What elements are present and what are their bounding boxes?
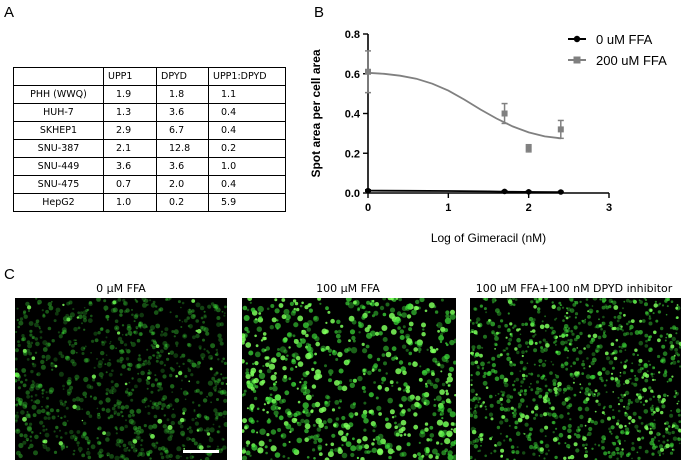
legend-marker (573, 35, 581, 43)
row-label: SKHEP1 (13, 121, 104, 140)
fit-curve (367, 71, 561, 140)
dose-response-chart: 0.0 0.2 0.4 0.6 0.8 0 1 2 3 Log of Gimeracil (nM)… (309, 29, 667, 245)
table-cell: 0.4 (208, 175, 286, 194)
data-point (501, 110, 508, 117)
row-label: HUH-7 (13, 103, 104, 122)
data-point (501, 188, 508, 195)
table-cell: 3.6 (156, 157, 209, 176)
table-cell: 5.9 (208, 193, 286, 212)
x-axis-label: Log of Gimeracil (nM) (431, 231, 546, 245)
panel-label-a: A (4, 4, 15, 21)
data-point (557, 126, 564, 133)
micrograph-100uM (242, 298, 456, 460)
row-label: SNU-475 (13, 175, 104, 194)
table-cell: 1.9 (103, 85, 157, 104)
table-row: PHH (WWQ) 1.9 1.8 1.1 (13, 85, 286, 104)
micrograph-0uM (15, 298, 227, 460)
column-header: DPYD (156, 67, 209, 86)
table-cell: 1.0 (103, 193, 157, 212)
x-tick-label: 2 (526, 202, 532, 214)
y-tick-label: 0.0 (345, 188, 360, 200)
column-header: UPP1:DPYD (208, 67, 286, 86)
table-row: HUH-7 1.3 3.6 0.4 (13, 103, 286, 122)
table-corner-cell (13, 67, 104, 86)
y-tick-label: 0.2 (345, 148, 360, 160)
table-cell: 1.8 (156, 85, 209, 104)
y-tick-label: 0.4 (345, 109, 361, 121)
data-point (365, 68, 371, 75)
table-cell: 12.8 (156, 139, 209, 158)
table-cell: 1.1 (208, 85, 286, 104)
image-caption: 100 μM FFA+100 nM DPYD inhibitor (475, 282, 673, 295)
y-axis-label: Spot area per cell area (309, 49, 323, 177)
table-cell: 0.4 (208, 121, 286, 140)
table-cell: 0.7 (103, 175, 157, 194)
panel-label-b: B (314, 4, 325, 21)
micrograph-100uM-inhibitor (470, 298, 681, 460)
table-row: HepG2 1.0 0.2 5.9 (13, 193, 286, 212)
legend-label: 200 uM FFA (596, 53, 667, 68)
x-tick-label: 0 (365, 202, 371, 214)
row-label: SNU-449 (13, 157, 104, 176)
row-label: HepG2 (13, 193, 104, 212)
y-tick-label: 0.6 (345, 69, 360, 81)
x-tick-label: 1 (445, 202, 451, 214)
expression-table: UPP1 DPYD UPP1:DPYD PHH (WWQ) 1.9 1.8 1.1 HU… (13, 67, 286, 212)
data-point (525, 145, 532, 152)
table-row: SKHEP1 2.9 6.7 0.4 (13, 121, 286, 140)
table-cell: 2.0 (156, 175, 209, 194)
x-tick-label: 3 (606, 202, 612, 214)
table-cell: 2.9 (103, 121, 157, 140)
column-header: UPP1 (103, 67, 157, 86)
fit-curve (367, 189, 561, 194)
table-row: SNU-475 0.7 2.0 0.4 (13, 175, 286, 194)
y-tick-label: 0.8 (345, 29, 360, 41)
image-caption: 0 μM FFA (96, 282, 146, 295)
legend-marker (573, 56, 581, 64)
table-cell: 6.7 (156, 121, 209, 140)
panel-label-c: C (4, 266, 15, 283)
table-cell: 2.1 (103, 139, 157, 158)
row-label: PHH (WWQ) (13, 85, 104, 104)
table-cell: 0.2 (156, 193, 209, 212)
scale-bar (183, 450, 219, 453)
row-label: SNU-387 (13, 139, 104, 158)
table-cell: 1.3 (103, 103, 157, 122)
table-cell: 3.6 (103, 157, 157, 176)
data-point (525, 189, 532, 195)
table-row: SNU-387 2.1 12.8 0.2 (13, 139, 286, 158)
table-cell: 0.4 (208, 103, 286, 122)
table-row: SNU-449 3.6 3.6 1.0 (13, 157, 286, 176)
data-point (558, 189, 564, 195)
table-cell: 3.6 (156, 103, 209, 122)
table-cell: 1.0 (208, 157, 286, 176)
table-cell: 0.2 (208, 139, 286, 158)
legend-label: 0 uM FFA (596, 32, 653, 47)
image-caption: 100 μM FFA (316, 282, 380, 295)
data-point (365, 187, 371, 194)
table-header-row: UPP1 DPYD UPP1:DPYD (13, 67, 286, 86)
